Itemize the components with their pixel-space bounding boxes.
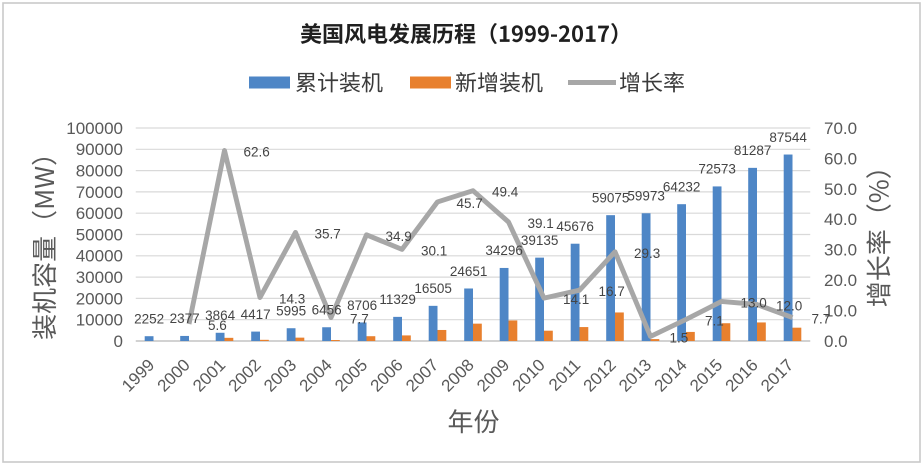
svg-text:45.7: 45.7 <box>457 196 483 211</box>
svg-text:72573: 72573 <box>698 162 736 177</box>
svg-text:1.5: 1.5 <box>670 330 689 345</box>
svg-text:7.1: 7.1 <box>705 313 724 328</box>
svg-text:6456: 6456 <box>312 303 342 318</box>
svg-text:59075: 59075 <box>592 191 630 206</box>
svg-text:81287: 81287 <box>734 143 772 158</box>
svg-text:60000: 60000 <box>76 204 123 223</box>
svg-text:13.0: 13.0 <box>741 295 767 310</box>
svg-text:20.0: 20.0 <box>824 271 857 290</box>
svg-text:90000: 90000 <box>76 140 123 159</box>
svg-text:40000: 40000 <box>76 247 123 266</box>
svg-text:70.0: 70.0 <box>824 119 857 138</box>
svg-text:11329: 11329 <box>379 292 416 307</box>
svg-text:59973: 59973 <box>627 189 665 204</box>
svg-text:5995: 5995 <box>276 304 306 319</box>
svg-text:2252: 2252 <box>134 312 164 327</box>
svg-text:12.0: 12.0 <box>776 299 802 314</box>
svg-text:50.0: 50.0 <box>824 180 857 199</box>
svg-text:60.0: 60.0 <box>824 149 857 168</box>
svg-text:30.1: 30.1 <box>421 243 447 258</box>
svg-text:45676: 45676 <box>556 219 594 234</box>
svg-text:14.3: 14.3 <box>279 292 305 307</box>
svg-text:14.1: 14.1 <box>563 292 589 307</box>
svg-text:39135: 39135 <box>521 233 559 248</box>
svg-text:62.6: 62.6 <box>244 145 270 160</box>
svg-text:16.7: 16.7 <box>599 284 625 299</box>
svg-text:16505: 16505 <box>414 281 452 296</box>
svg-text:40.0: 40.0 <box>824 210 857 229</box>
svg-text:35.7: 35.7 <box>315 226 341 241</box>
svg-text:29.3: 29.3 <box>634 246 660 261</box>
svg-text:4417: 4417 <box>241 307 271 322</box>
svg-text:30.0: 30.0 <box>824 241 857 260</box>
svg-text:10000: 10000 <box>76 311 123 330</box>
svg-text:8706: 8706 <box>347 298 377 313</box>
svg-text:80000: 80000 <box>76 162 123 181</box>
svg-text:24651: 24651 <box>450 264 488 279</box>
svg-text:39.1: 39.1 <box>528 216 554 231</box>
svg-text:34.9: 34.9 <box>386 229 412 244</box>
svg-text:49.4: 49.4 <box>492 185 519 200</box>
svg-text:3864: 3864 <box>205 308 236 323</box>
svg-text:100000: 100000 <box>66 119 123 138</box>
svg-text:50000: 50000 <box>76 225 123 244</box>
svg-text:34296: 34296 <box>485 243 523 258</box>
svg-text:2377: 2377 <box>170 311 200 326</box>
svg-text:64232: 64232 <box>663 180 701 195</box>
svg-text:70000: 70000 <box>76 183 123 202</box>
svg-text:7.7: 7.7 <box>350 312 369 327</box>
svg-text:7.7: 7.7 <box>812 312 831 327</box>
svg-text:20000: 20000 <box>76 289 123 308</box>
svg-text:10.0: 10.0 <box>824 302 857 321</box>
svg-text:0.0: 0.0 <box>824 332 848 351</box>
svg-text:87544: 87544 <box>769 130 807 145</box>
svg-text:30000: 30000 <box>76 268 123 287</box>
svg-text:0: 0 <box>114 332 123 351</box>
svg-text:5.6: 5.6 <box>208 318 227 333</box>
